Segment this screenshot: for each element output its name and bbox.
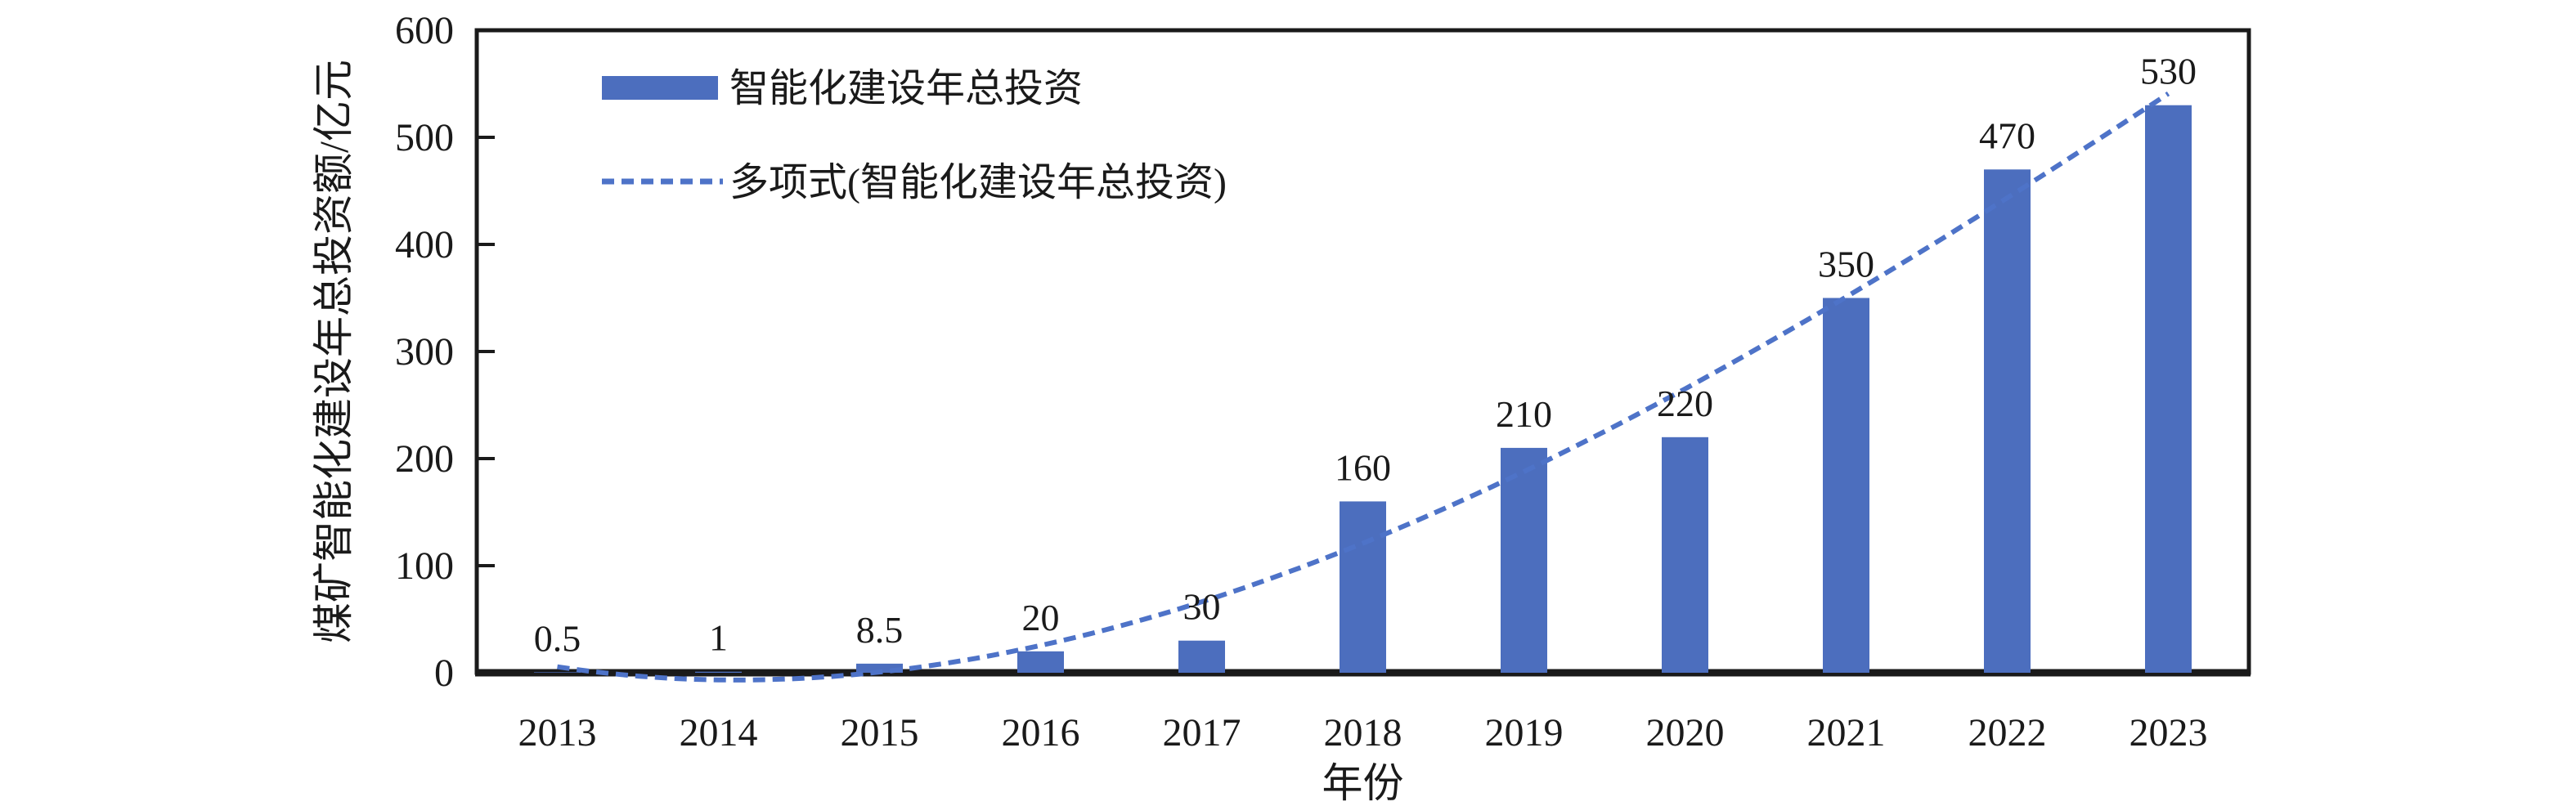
bar-2022 bbox=[1984, 169, 2031, 674]
bar-2018 bbox=[1340, 501, 1386, 673]
x-axis-label-2021: 2021 bbox=[1807, 711, 1886, 755]
x-axis-label-2018: 2018 bbox=[1324, 711, 1402, 755]
y-axis-tick-label: 200 bbox=[395, 437, 454, 481]
legend-bar-swatch bbox=[602, 76, 718, 100]
x-axis-label-2015: 2015 bbox=[841, 711, 919, 755]
bar-2019 bbox=[1501, 447, 1547, 673]
x-axis-label-2014: 2014 bbox=[680, 711, 758, 755]
bar-2023 bbox=[2145, 105, 2192, 673]
y-axis-tick-label: 100 bbox=[395, 544, 454, 588]
x-axis-label-2013: 2013 bbox=[518, 711, 597, 755]
bar-value-label-2015: 8.5 bbox=[856, 609, 904, 651]
x-axis-title: 年份 bbox=[1322, 760, 1404, 802]
bar-2013 bbox=[534, 672, 581, 673]
y-axis-tick-label: 600 bbox=[395, 9, 454, 52]
x-axis-label-2019: 2019 bbox=[1485, 711, 1564, 755]
y-axis-tick-label: 0 bbox=[434, 652, 454, 695]
x-axis-label-2020: 2020 bbox=[1646, 711, 1725, 755]
bar-2017 bbox=[1178, 640, 1225, 673]
bar-2015 bbox=[856, 663, 903, 673]
bar-value-label-2017: 30 bbox=[1183, 586, 1221, 628]
bar-2021 bbox=[1823, 298, 1869, 673]
bar-value-label-2018: 160 bbox=[1335, 446, 1391, 488]
y-axis-tick-label: 300 bbox=[395, 330, 454, 374]
x-axis-label-2023: 2023 bbox=[2129, 711, 2208, 755]
x-axis-label-2022: 2022 bbox=[1968, 711, 2047, 755]
x-axis-label-2016: 2016 bbox=[1002, 711, 1080, 755]
y-axis-tick-label: 400 bbox=[395, 223, 454, 266]
bar-value-label-2013: 0.5 bbox=[534, 617, 581, 659]
bar-value-label-2021: 350 bbox=[1818, 244, 1874, 285]
trendline-path bbox=[557, 91, 2170, 683]
legend-trendline-label: 多项式(智能化建设年总投资) bbox=[729, 161, 1227, 204]
bar-2020 bbox=[1662, 437, 1708, 673]
bar-value-label-2019: 210 bbox=[1496, 393, 1552, 435]
bar-value-label-2014: 1 bbox=[709, 617, 728, 659]
bar-2014 bbox=[695, 671, 742, 673]
legend-bar-label: 智能化建设年总投资 bbox=[729, 67, 1083, 110]
bar-value-label-2016: 20 bbox=[1022, 597, 1060, 638]
bar-2016 bbox=[1017, 651, 1064, 673]
y-axis-title: 煤矿智能化建设年总投资额/亿元 bbox=[311, 60, 357, 643]
bar-value-label-2020: 220 bbox=[1657, 383, 1713, 424]
bar-value-label-2022: 470 bbox=[1979, 114, 2035, 156]
x-axis-label-2017: 2017 bbox=[1163, 711, 1241, 755]
y-axis-tick-label: 500 bbox=[395, 116, 454, 159]
bar-value-label-2023: 530 bbox=[2140, 51, 2197, 92]
